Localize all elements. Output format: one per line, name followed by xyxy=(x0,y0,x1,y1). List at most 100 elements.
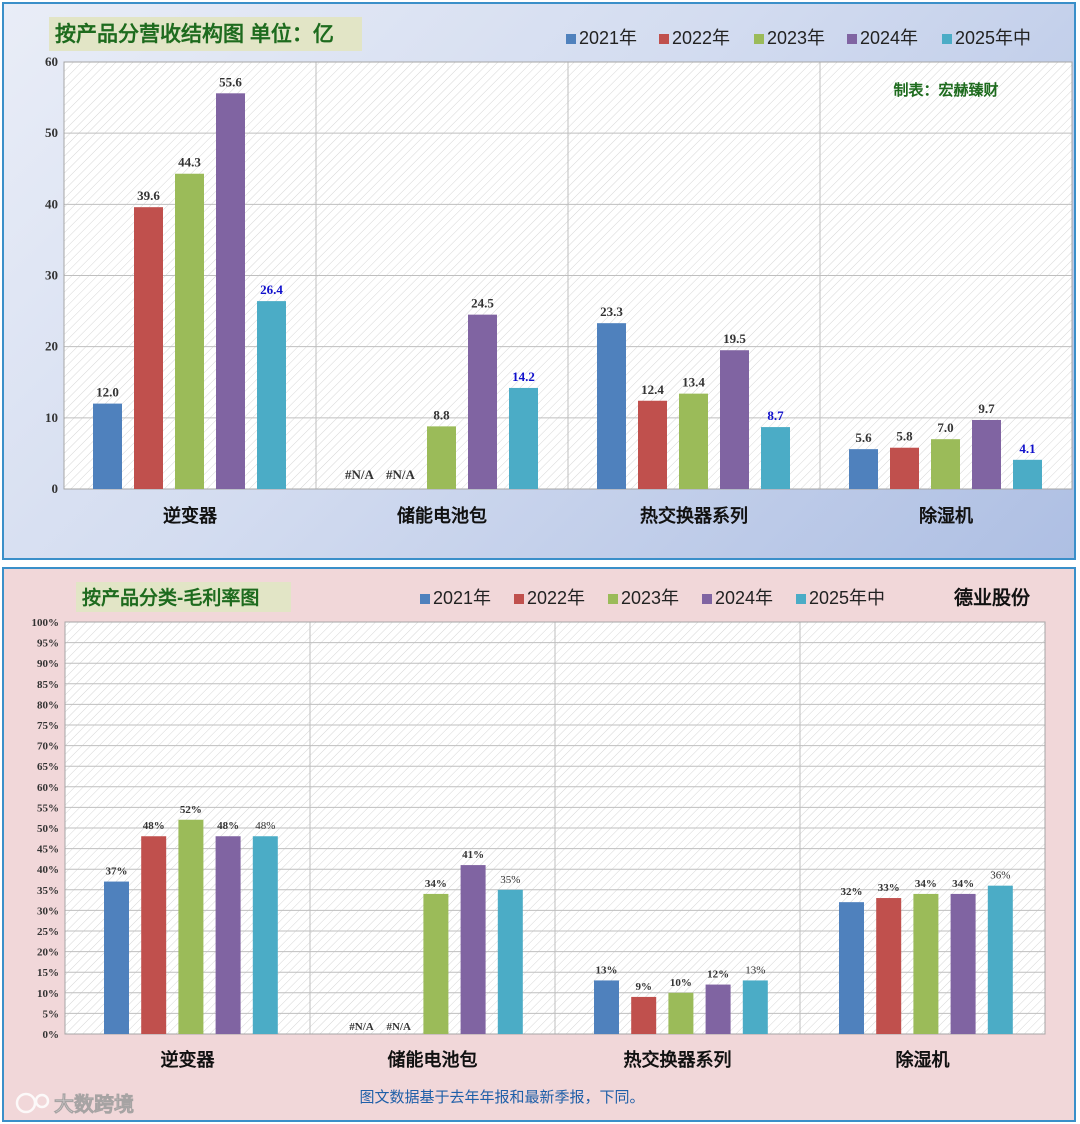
y-tick-label: 0 xyxy=(52,481,59,496)
revenue-chart: 0 10 20 30 40 50 60 12.0 39.6 44.3 55.6 26.4 逆变器 #N/A… xyxy=(45,17,1073,526)
bar xyxy=(93,403,122,489)
legend-swatch xyxy=(796,594,806,604)
y-tick-label: 10% xyxy=(37,988,59,1000)
bar-na-label: #N/A xyxy=(386,467,416,482)
bar-na-label: #N/A xyxy=(386,1021,411,1033)
bar xyxy=(972,419,1001,489)
legend-label: 2025年中 xyxy=(809,588,885,608)
bar-value-label: 5.8 xyxy=(896,429,913,444)
legend-swatch xyxy=(702,594,712,604)
y-tick-label: 55% xyxy=(37,802,59,814)
bar xyxy=(950,893,976,1034)
y-tick-label: 0% xyxy=(43,1029,60,1041)
bar-value-label: 32% xyxy=(841,886,863,898)
bar xyxy=(252,836,278,1034)
y-tick-label: 40 xyxy=(45,196,58,211)
plot-border xyxy=(64,621,1046,1035)
category-label: 热交换器系列 xyxy=(640,505,748,526)
credit-label: 制表：宏赫臻财 xyxy=(893,81,998,99)
legend-label: 2023年 xyxy=(767,28,825,48)
y-tick-label: 50 xyxy=(45,125,58,140)
category-label: 逆变器 xyxy=(161,1049,216,1070)
watermark-logo-icon xyxy=(15,1092,37,1114)
bar xyxy=(1013,459,1042,489)
bar-value-label: 7.0 xyxy=(937,420,953,435)
legend-label: 2022年 xyxy=(672,28,730,48)
bar xyxy=(423,893,449,1034)
bar xyxy=(931,439,960,489)
y-tick-label: 35% xyxy=(37,885,59,897)
title-box xyxy=(49,17,362,51)
bar xyxy=(876,898,902,1034)
y-tick-label: 90% xyxy=(37,658,59,670)
y-tick-label: 5% xyxy=(43,1008,60,1020)
legend-swatch xyxy=(942,34,952,44)
bar xyxy=(849,449,878,489)
y-tick-label: 80% xyxy=(37,699,59,711)
bar-value-label: 23.3 xyxy=(600,304,623,319)
category-label: 逆变器 xyxy=(163,505,218,526)
y-tick-label: 20% xyxy=(37,947,59,959)
bar-value-label: 48% xyxy=(143,820,165,832)
bar xyxy=(509,387,538,489)
y-tick-label: 25% xyxy=(37,926,59,938)
bar-value-label: 55.6 xyxy=(219,74,242,89)
margin-chart-panel: 0% 5% 10% 15% 20% 25% 30% 35% 40% 45% 50% 55% 60% 65%… xyxy=(2,567,1076,1122)
category-label: 除湿机 xyxy=(896,1049,950,1070)
bar xyxy=(468,314,497,489)
legend-label: 2024年 xyxy=(860,28,918,48)
bar xyxy=(839,902,864,1034)
footnote: 图文数据基于去年年报和最新季报，下同。 xyxy=(359,1089,644,1106)
category-label: 储能电池包 xyxy=(387,1049,478,1070)
bar-value-label: 8.7 xyxy=(767,408,784,423)
bar xyxy=(720,350,749,489)
bar-na-label: #N/A xyxy=(345,467,375,482)
title-box xyxy=(76,582,291,612)
bar-value-label: 34% xyxy=(425,878,447,890)
bar-value-label: 13% xyxy=(596,964,618,976)
bar xyxy=(427,426,456,489)
bar xyxy=(215,836,241,1034)
bar-value-label: 34% xyxy=(915,878,937,890)
bar-value-label: 10% xyxy=(670,977,692,989)
y-tick-label: 60 xyxy=(45,54,58,69)
bar-value-label: 35% xyxy=(500,874,520,886)
y-tick-label: 60% xyxy=(37,782,59,794)
y-tick-label: 45% xyxy=(37,844,59,856)
category-label: 热交换器系列 xyxy=(624,1049,732,1070)
watermark-text: 大数跨境 xyxy=(54,1092,134,1116)
bar xyxy=(742,980,768,1034)
legend-swatch xyxy=(514,594,524,604)
bar xyxy=(705,984,731,1034)
margin-chart: 0% 5% 10% 15% 20% 25% 30% 35% 40% 45% 50% 55% 60% 65%… xyxy=(15,582,1046,1116)
watermark: 大数跨境 xyxy=(15,1092,134,1116)
legend-label: 2021年 xyxy=(579,28,637,48)
y-tick-label: 95% xyxy=(37,638,59,650)
bar-value-label: 41% xyxy=(462,849,484,861)
bar xyxy=(497,889,523,1034)
y-tick-label: 40% xyxy=(37,864,59,876)
bar xyxy=(890,447,919,489)
bar-value-label: 44.3 xyxy=(178,155,201,170)
category-label: 储能电池包 xyxy=(396,505,487,526)
bar-value-label: 19.5 xyxy=(723,331,746,346)
bar-value-label: 26.4 xyxy=(260,282,283,297)
bar-value-label: 13.4 xyxy=(682,375,705,390)
legend-swatch xyxy=(608,594,618,604)
bar-value-label: 36% xyxy=(990,870,1010,882)
bar-value-label: 9% xyxy=(635,981,652,993)
chart-title: 按产品分营收结构图 单位：亿 xyxy=(55,22,334,46)
legend-swatch xyxy=(566,34,576,44)
bar xyxy=(216,93,245,490)
y-tick-label: 75% xyxy=(37,720,59,732)
y-tick-label: 30% xyxy=(37,905,59,917)
bar-value-label: 24.5 xyxy=(471,296,494,311)
legend-swatch xyxy=(847,34,857,44)
legend-swatch xyxy=(420,594,430,604)
bar xyxy=(104,881,129,1034)
bar-value-label: 12.0 xyxy=(96,385,119,400)
bar-value-label: 52% xyxy=(180,804,202,816)
plot-border xyxy=(63,61,1073,490)
bar-value-label: 9.7 xyxy=(978,401,995,416)
bar xyxy=(134,207,163,489)
